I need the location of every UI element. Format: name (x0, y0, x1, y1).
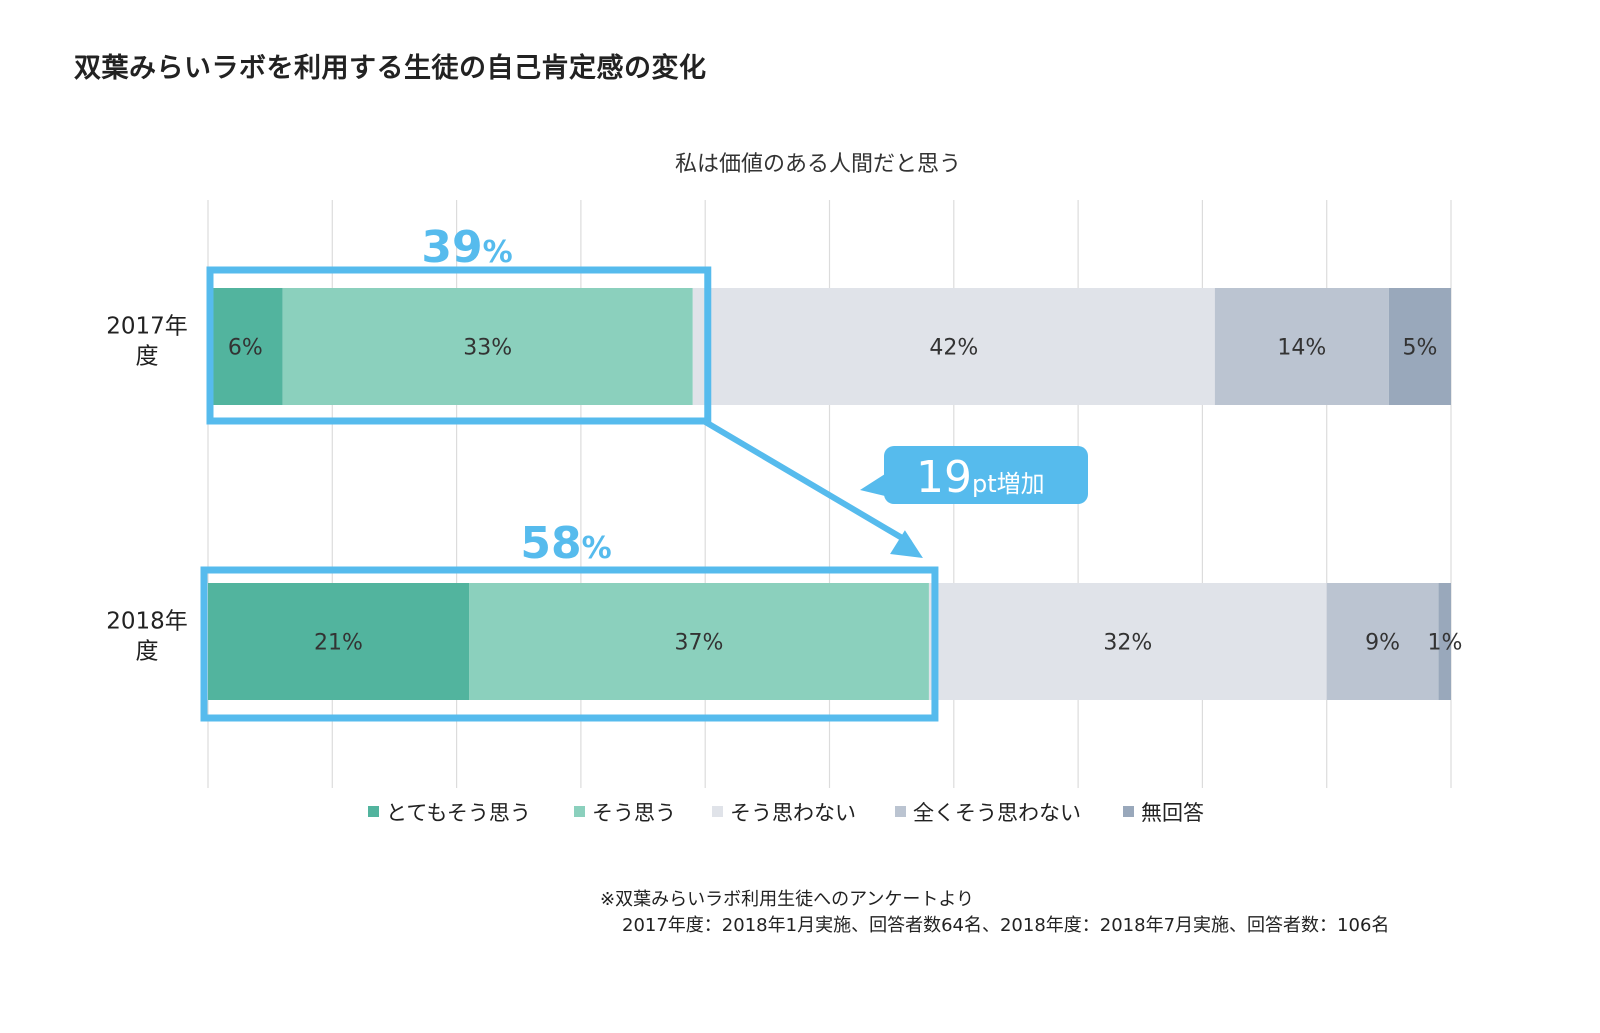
legend-swatch (895, 806, 906, 817)
highlight-label-2018-percent-sign: % (582, 531, 612, 566)
highlight-label-2017-percent-sign: % (483, 235, 513, 270)
highlight-label-2018: 58% (520, 518, 611, 569)
legend-label: そう思わない (730, 801, 856, 825)
highlight-label-2017: 39% (421, 222, 512, 273)
increase-text: 増加 (997, 470, 1045, 498)
data-label: 21% (314, 631, 363, 656)
legend-label: そう思う (592, 801, 676, 825)
category-label: 度 (136, 639, 159, 665)
data-label: 32% (1103, 631, 1152, 656)
category-label: 2018年 (106, 609, 188, 635)
bar-segment (282, 288, 693, 405)
footnote-line-2: 2017年度：2018年1月実施、回答者数64名、2018年度：2018年7月実… (622, 915, 1390, 936)
legend: とてもそう思う そう思う そう思わない 全くそう思わない 無回答 (368, 801, 1204, 825)
data-label: 37% (675, 631, 724, 656)
bar-segment (1438, 583, 1451, 700)
increase-arrow-line (700, 418, 912, 545)
highlight-label-2018-number: 58 (520, 518, 581, 569)
legend-swatch (574, 806, 585, 817)
highlight-box-2018 (200, 566, 939, 722)
bar-segment (1214, 288, 1389, 405)
highlight-label-2017-number: 39 (421, 222, 482, 273)
increase-unit: pt (972, 470, 997, 498)
legend-label: とてもそう思う (386, 801, 531, 825)
data-label: 9% (1365, 631, 1400, 656)
bar-segment (928, 583, 1327, 700)
data-label: 5% (1402, 336, 1437, 361)
bars: 6% 33% 42% 14% 5% 21% 37% 32% 9% 1% (208, 288, 1462, 700)
highlight-box-2017 (206, 266, 712, 425)
legend-swatch (712, 806, 723, 817)
increase-callout-text: 19pt増加 (916, 452, 1045, 503)
data-label: 1% (1428, 631, 1463, 656)
bar-segment (208, 583, 470, 700)
legend-swatch (1123, 806, 1134, 817)
bar-segment (692, 288, 1215, 405)
data-label: 6% (228, 336, 263, 361)
data-label: 42% (929, 336, 978, 361)
data-label: 33% (463, 336, 512, 361)
category-label: 度 (136, 344, 159, 370)
increase-callout-box (884, 446, 1088, 504)
bar-segment (469, 583, 929, 700)
legend-swatch (368, 806, 379, 817)
chart-title: 私は価値のある人間だと思う (675, 152, 961, 177)
legend-label: 無回答 (1141, 801, 1204, 825)
increase-number: 19 (916, 452, 972, 503)
category-label: 2017年 (106, 314, 188, 340)
bar-segment (1326, 583, 1439, 700)
data-label: 14% (1277, 336, 1326, 361)
bar-segment (1388, 288, 1451, 405)
increase-arrow-head (890, 530, 923, 558)
footnote-line-1: ※双葉みらいラボ利用生徒へのアンケートより (600, 889, 974, 910)
highlights: 39%58%19pt増加 (200, 222, 1088, 722)
increase-callout-tail (860, 474, 885, 496)
legend-label: 全くそう思わない (913, 801, 1081, 825)
bar-segment (208, 288, 283, 405)
page-title: 双葉みらいラボを利用する生徒の自己肯定感の変化 (74, 53, 707, 84)
